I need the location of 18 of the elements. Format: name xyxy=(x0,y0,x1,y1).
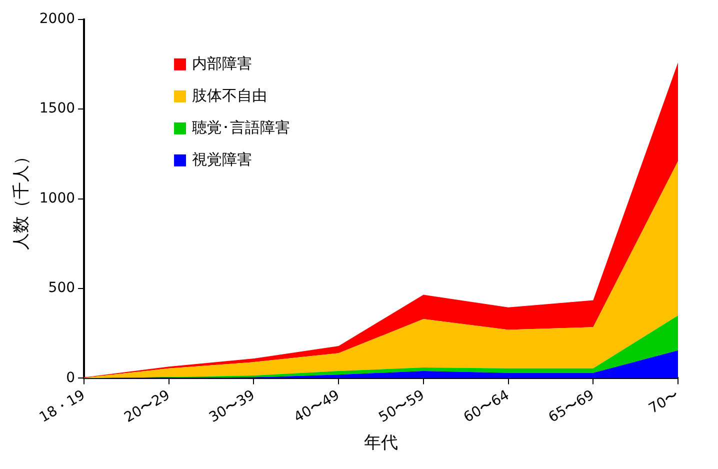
x-tick-label: 50〜59 xyxy=(376,387,428,426)
y-tick-label: 0 xyxy=(66,370,76,386)
x-tick-label: 40〜49 xyxy=(291,387,342,426)
y-axis-title: 人数（千人） xyxy=(12,148,32,250)
x-tick-label: 65〜69 xyxy=(546,387,597,426)
x-axis-title: 年代 xyxy=(364,433,398,454)
y-tick-label: 1000 xyxy=(39,190,76,206)
x-tick-label: 30〜39 xyxy=(206,387,258,426)
x-tick-label: 20〜29 xyxy=(122,387,173,426)
legend-label: 視覚障害 xyxy=(192,150,252,168)
x-tick-label: 60〜64 xyxy=(461,387,512,426)
x-tick-label: 70〜 xyxy=(646,387,682,418)
legend-label: 内部障害 xyxy=(192,54,252,72)
y-tick-label: 1500 xyxy=(39,100,76,117)
y-tick-label: 2000 xyxy=(39,11,76,28)
legend-label: 肢体不自由 xyxy=(192,86,268,104)
legend-label: 聴覚･言語障害 xyxy=(192,118,290,136)
y-tick-label: 500 xyxy=(48,280,76,296)
